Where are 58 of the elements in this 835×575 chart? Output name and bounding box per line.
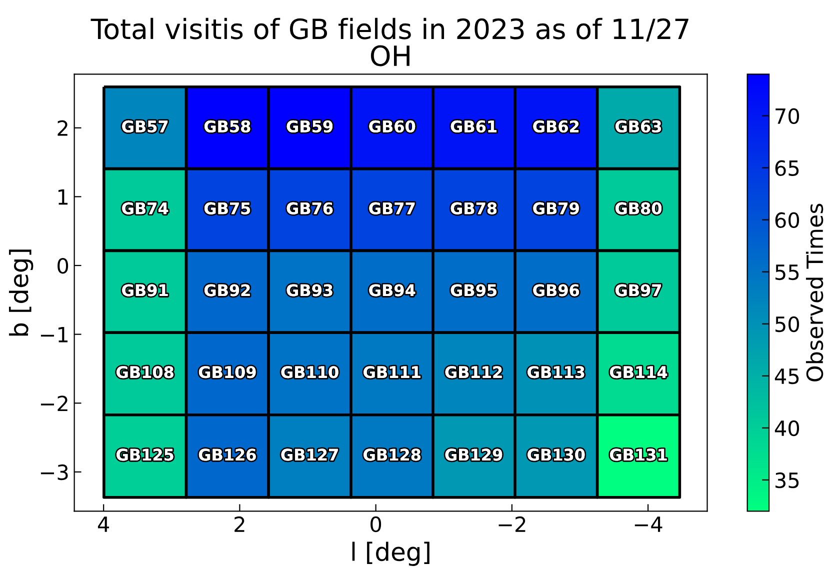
- data-label: GB96: [533, 284, 580, 296]
- color-bar-label: 65: [775, 160, 799, 176]
- data-label: GB76: [286, 202, 333, 214]
- data-label: GB79: [533, 202, 579, 214]
- data-label: GB80: [616, 202, 662, 214]
- data-label: GB110: [281, 366, 338, 378]
- data-label: GB130: [528, 448, 585, 461]
- data-label: GB128: [364, 448, 420, 461]
- data-label: GB60: [369, 120, 416, 132]
- data-label: GB59: [286, 120, 333, 132]
- y-tick-label: 2: [58, 120, 68, 136]
- x-tick-label: 4: [98, 516, 110, 532]
- data-label: GB129: [445, 448, 502, 461]
- y-tick-label: −1: [40, 327, 68, 342]
- y-axis-title: b [deg]: [8, 250, 34, 336]
- y-tick-label: −3: [40, 464, 68, 480]
- data-label: GB63: [616, 120, 661, 132]
- x-tick-label: 2: [234, 516, 244, 532]
- color-bar-label: 50: [776, 316, 800, 332]
- data-label: GB126: [198, 448, 256, 461]
- data-label: GB58: [204, 120, 250, 132]
- y-tick-label: −2: [40, 396, 68, 412]
- color-bar-label: 35: [775, 472, 799, 488]
- x-tick-label: −2: [498, 516, 526, 532]
- data-label: GB108: [116, 366, 174, 378]
- data-label: GB74: [122, 202, 168, 214]
- data-label: GB78: [450, 202, 497, 214]
- data-label: GB97: [616, 284, 661, 296]
- data-label: GB77: [369, 202, 415, 214]
- x-tick-label: 0: [370, 516, 382, 532]
- color-bar-label: 55: [776, 264, 799, 280]
- data-label: GB127: [281, 448, 338, 461]
- data-label: GB131: [610, 448, 667, 461]
- data-label: GB93: [286, 284, 332, 296]
- color-bar-title: Observed Times: [806, 204, 824, 382]
- data-label: GB94: [369, 284, 416, 296]
- color-bar-label: 60: [775, 212, 800, 228]
- data-label: GB125: [116, 448, 174, 461]
- x-axis-title: l [deg]: [352, 542, 430, 566]
- y-tick-label: 0: [58, 258, 68, 274]
- data-label: GB111: [364, 366, 420, 378]
- data-label: GB91: [122, 284, 168, 296]
- data-label: GB61: [450, 120, 496, 132]
- color-bar-label: 45: [774, 368, 799, 384]
- color-bar-label: 70: [776, 108, 800, 124]
- data-label: GB112: [445, 366, 502, 378]
- y-tick-label: 1: [58, 189, 68, 205]
- data-label: GB114: [610, 366, 668, 378]
- x-tick-label: −4: [634, 516, 662, 532]
- data-label: GB75: [204, 202, 250, 214]
- color-bar-label: 40: [774, 420, 800, 436]
- data-label: GB113: [528, 366, 584, 378]
- chart-title: Total visitis of GB fields in 2023 as of 11/27 OH: [90, 18, 688, 66]
- data-label: GB92: [204, 284, 250, 296]
- data-label: GB95: [450, 284, 496, 296]
- data-label: GB62: [533, 120, 579, 132]
- data-label: GB57: [122, 120, 168, 132]
- data-label: GB109: [198, 366, 256, 378]
